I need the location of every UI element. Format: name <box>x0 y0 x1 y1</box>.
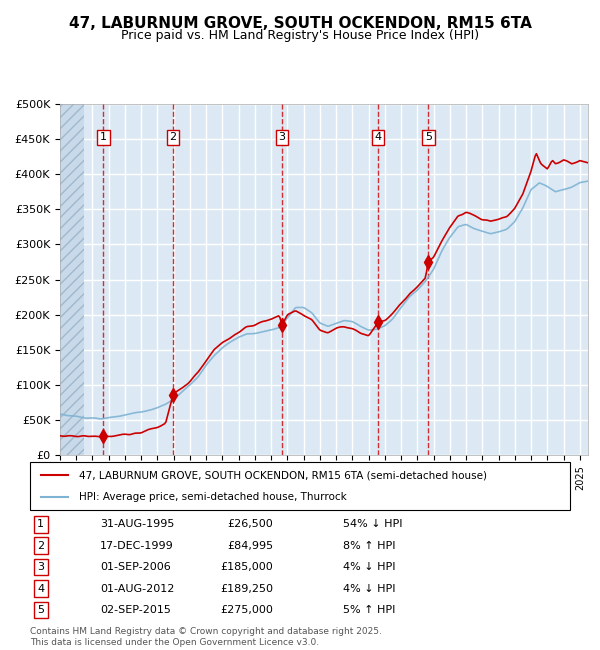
Text: 3: 3 <box>278 133 286 142</box>
Text: Price paid vs. HM Land Registry's House Price Index (HPI): Price paid vs. HM Land Registry's House … <box>121 29 479 42</box>
Text: 54% ↓ HPI: 54% ↓ HPI <box>343 519 403 529</box>
Text: £26,500: £26,500 <box>227 519 273 529</box>
Text: 8% ↑ HPI: 8% ↑ HPI <box>343 541 396 551</box>
Text: 47, LABURNUM GROVE, SOUTH OCKENDON, RM15 6TA: 47, LABURNUM GROVE, SOUTH OCKENDON, RM15… <box>68 16 532 31</box>
Text: 47, LABURNUM GROVE, SOUTH OCKENDON, RM15 6TA (semi-detached house): 47, LABURNUM GROVE, SOUTH OCKENDON, RM15… <box>79 470 487 480</box>
Text: Contains HM Land Registry data © Crown copyright and database right 2025.
This d: Contains HM Land Registry data © Crown c… <box>30 627 382 647</box>
Text: £275,000: £275,000 <box>220 605 273 615</box>
Text: 1: 1 <box>100 133 107 142</box>
Bar <box>60 104 85 455</box>
Text: 2: 2 <box>169 133 176 142</box>
Text: 5% ↑ HPI: 5% ↑ HPI <box>343 605 395 615</box>
Text: 02-SEP-2015: 02-SEP-2015 <box>100 605 171 615</box>
Text: £189,250: £189,250 <box>220 584 273 593</box>
Text: 4% ↓ HPI: 4% ↓ HPI <box>343 562 396 572</box>
Text: 2: 2 <box>37 541 44 551</box>
Text: £185,000: £185,000 <box>220 562 273 572</box>
FancyBboxPatch shape <box>30 462 570 510</box>
Text: 5: 5 <box>425 133 432 142</box>
Text: 5: 5 <box>37 605 44 615</box>
Text: 17-DEC-1999: 17-DEC-1999 <box>100 541 174 551</box>
Text: £84,995: £84,995 <box>227 541 273 551</box>
Text: 3: 3 <box>37 562 44 572</box>
Text: 4% ↓ HPI: 4% ↓ HPI <box>343 584 396 593</box>
Text: 31-AUG-1995: 31-AUG-1995 <box>100 519 175 529</box>
Text: 01-SEP-2006: 01-SEP-2006 <box>100 562 171 572</box>
Text: 4: 4 <box>374 133 382 142</box>
Text: 4: 4 <box>37 584 44 593</box>
Text: HPI: Average price, semi-detached house, Thurrock: HPI: Average price, semi-detached house,… <box>79 491 346 502</box>
Text: 01-AUG-2012: 01-AUG-2012 <box>100 584 175 593</box>
Text: 1: 1 <box>37 519 44 529</box>
